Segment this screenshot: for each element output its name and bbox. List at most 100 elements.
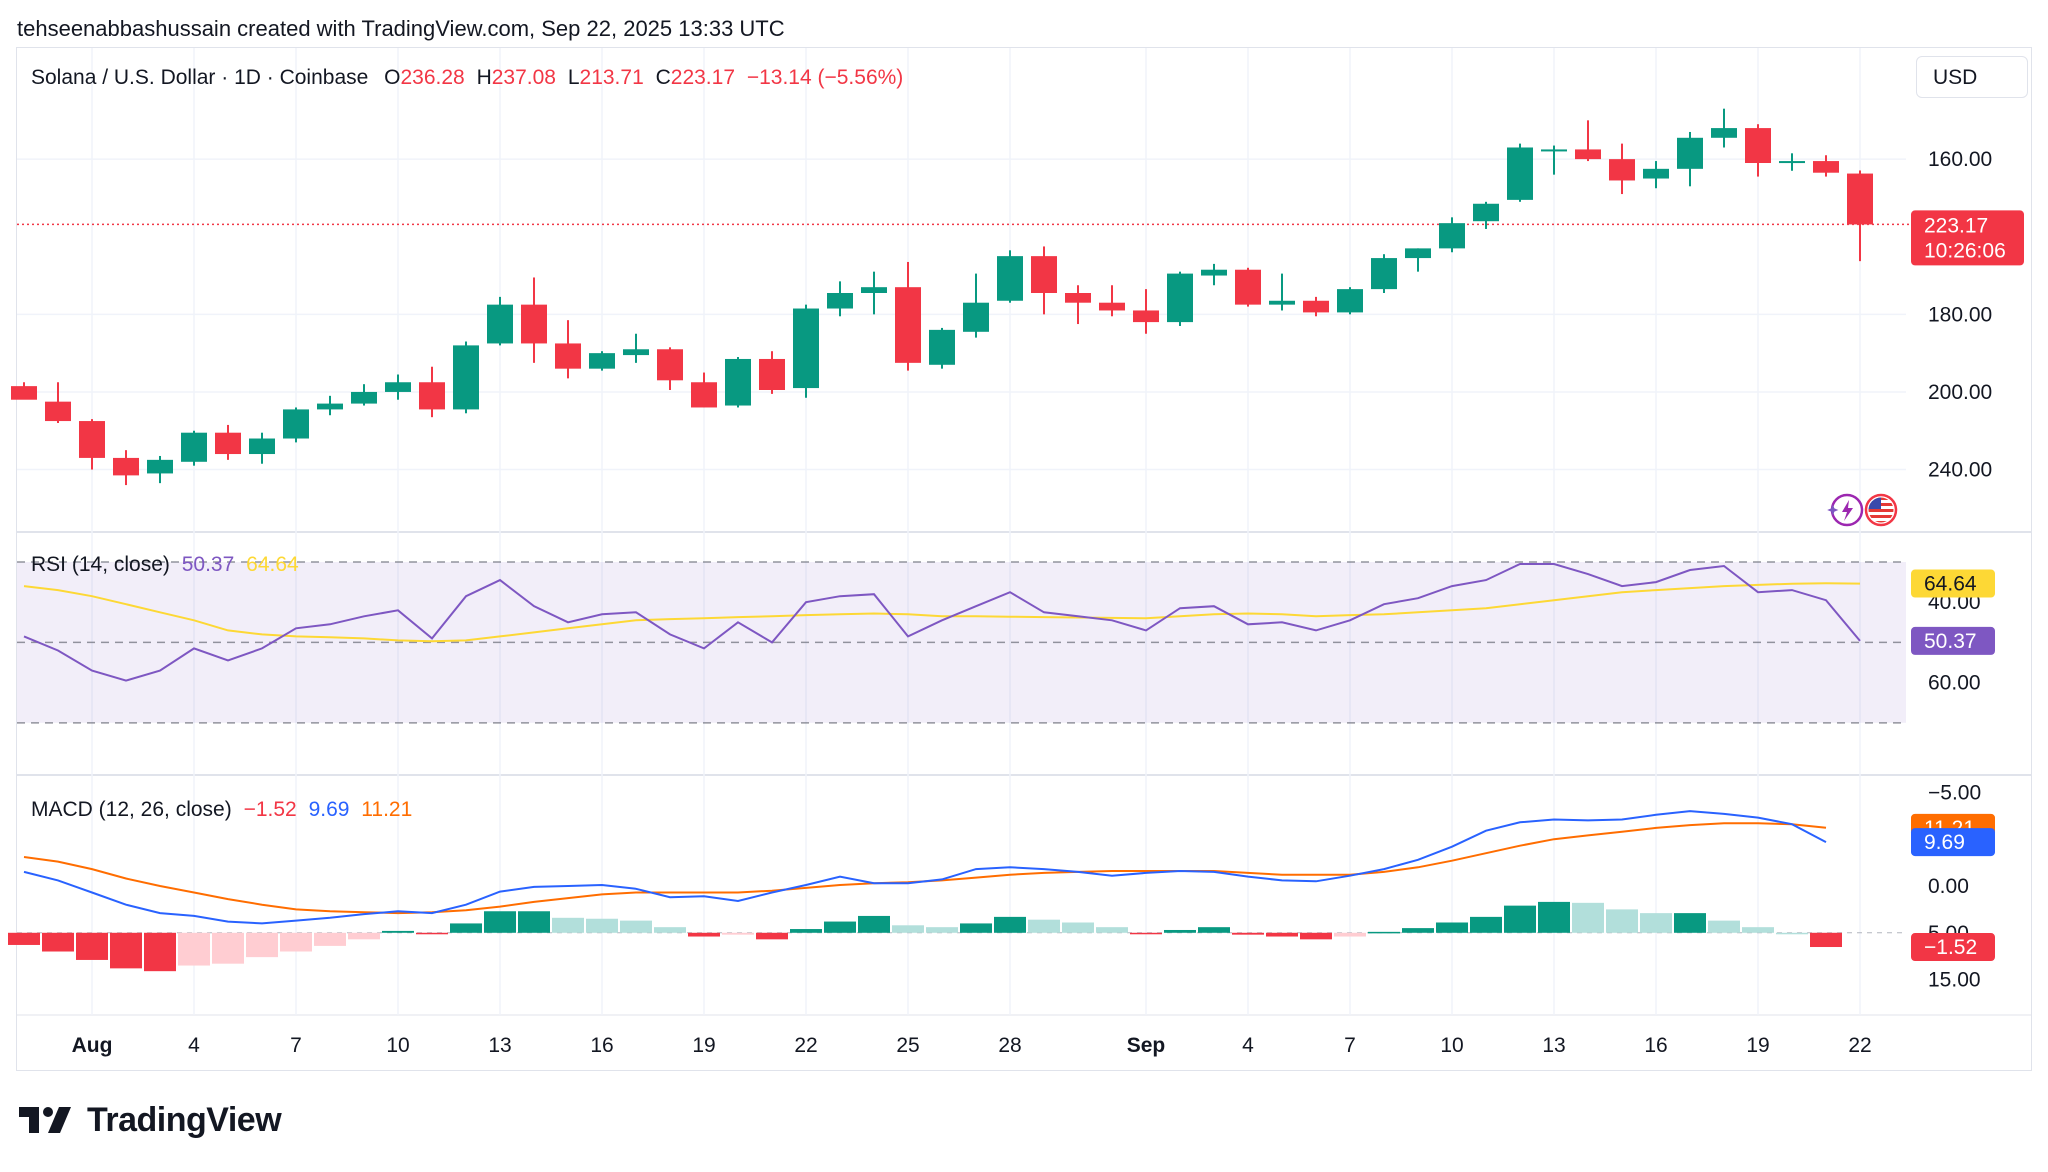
macd-line xyxy=(23,810,1827,925)
candle-body xyxy=(351,391,377,404)
macd-histogram-bar xyxy=(484,911,516,933)
macd-histogram-bar xyxy=(756,932,788,940)
candle-body xyxy=(657,349,683,381)
x-tick-label: 28 xyxy=(998,1034,1021,1057)
macd-signal-line xyxy=(23,822,1827,915)
tradingview-logo[interactable]: TradingView xyxy=(19,1100,282,1140)
axes: Aug 4 7 10 13 16 19 22 25 28 Sep 4 7 10 13 16 19 22 240.00… xyxy=(72,148,2024,1057)
us-flag-icon[interactable] xyxy=(1864,493,1898,527)
macd-histogram-bar xyxy=(654,927,686,933)
macd-legend: MACD (12, 26, close) −1.52 9.69 11.21 xyxy=(31,798,412,822)
candle-body xyxy=(997,256,1023,301)
candle-body xyxy=(11,386,37,400)
chart-frame xyxy=(16,47,2032,1071)
x-tick-label: 7 xyxy=(290,1034,302,1057)
x-tick-label: 19 xyxy=(692,1034,715,1057)
macd-histogram-bar xyxy=(1538,901,1570,933)
macd-histogram-bar xyxy=(1028,919,1060,933)
candle-body xyxy=(861,287,887,293)
macd-histogram-bar xyxy=(1300,932,1332,940)
event-icons[interactable] xyxy=(1822,490,1904,530)
macd-histogram-bar xyxy=(1198,927,1230,933)
x-tick-label: 10 xyxy=(386,1034,409,1057)
macd-histogram-bar xyxy=(314,932,346,946)
candle-body xyxy=(1201,269,1227,276)
macd-histogram-bar xyxy=(1674,913,1706,933)
candle-body xyxy=(1235,269,1261,305)
macd-histogram-bar xyxy=(8,932,40,945)
price-axis-tick: 180.00 xyxy=(1928,303,1992,326)
price-pane xyxy=(11,108,1910,486)
lightning-icon[interactable] xyxy=(1827,493,1864,527)
candle-body xyxy=(521,304,547,344)
high-label: H xyxy=(476,66,492,89)
macd-hist-tag xyxy=(1911,933,1995,962)
x-tick-label: 10 xyxy=(1440,1034,1463,1057)
candle-body xyxy=(215,432,241,455)
rsi-tag-label: 50.37 xyxy=(1924,630,1977,653)
candle-body xyxy=(317,403,343,410)
x-tick-label: Aug xyxy=(72,1034,113,1057)
x-tick-label: 22 xyxy=(1848,1034,1871,1057)
rsi-ma-tag xyxy=(1911,569,1995,598)
candle-body xyxy=(1779,161,1805,164)
logo-text: TradingView xyxy=(87,1100,282,1139)
candle-body xyxy=(249,438,275,455)
price-axis-tick: 240.00 xyxy=(1928,459,1992,482)
candle-body xyxy=(793,308,819,389)
macd-histogram-bar xyxy=(1232,932,1264,935)
close-value: 223.17 xyxy=(670,66,735,89)
candle-body xyxy=(555,343,581,369)
macd-histogram-bar xyxy=(926,927,958,933)
macd-histogram-bar xyxy=(892,925,924,933)
candle-body xyxy=(1031,256,1057,293)
macd-histogram-bar xyxy=(552,917,584,933)
candle-body xyxy=(419,382,445,410)
macd-hist-value: −1.52 xyxy=(243,798,297,821)
macd-histogram-bar xyxy=(1402,928,1434,933)
macd-histogram-bar xyxy=(1606,909,1638,933)
macd-tag-label: 9.69 xyxy=(1924,831,1965,854)
macd-histogram-bar xyxy=(76,932,108,960)
x-tick-label: 19 xyxy=(1746,1034,1769,1057)
macd-histogram-bar xyxy=(1708,920,1740,933)
macd-histogram-bar xyxy=(1504,905,1536,933)
open-label: O xyxy=(384,66,401,89)
candle-body xyxy=(113,457,139,476)
currency-button[interactable]: USD xyxy=(1916,56,2028,98)
candle-body xyxy=(1337,289,1363,313)
candle-body xyxy=(147,459,173,474)
candle-body xyxy=(385,382,411,392)
macd-histogram-bar xyxy=(722,932,754,935)
x-tick-label: 13 xyxy=(1542,1034,1565,1057)
x-tick-label: 4 xyxy=(188,1034,200,1057)
macd-histogram-bar xyxy=(1640,913,1672,933)
chart-canvas[interactable]: Aug 4 7 10 13 16 19 22 25 28 Sep 4 7 10 13 16 19 22 240.00… xyxy=(0,0,2048,1080)
macd-histogram-bar xyxy=(1470,916,1502,933)
macd-histogram-bar xyxy=(280,932,312,952)
x-tick-label: 16 xyxy=(1644,1034,1667,1057)
candle-body xyxy=(1507,147,1533,200)
high-value: 237.08 xyxy=(491,66,556,89)
macd-histogram-bar xyxy=(416,932,448,935)
x-tick-label: 7 xyxy=(1344,1034,1356,1057)
macd-title[interactable]: MACD (12, 26, close) xyxy=(31,798,232,821)
macd-pane xyxy=(8,810,1906,972)
macd-histogram-bar xyxy=(994,916,1026,933)
rsi-title[interactable]: RSI (14, close) xyxy=(31,553,170,576)
macd-histogram-bar xyxy=(518,911,550,933)
candle-body xyxy=(589,353,615,369)
rsi-ma-value: 64.64 xyxy=(246,553,299,576)
rsi-line xyxy=(23,563,1861,682)
rsi-legend: RSI (14, close) 50.37 64.64 xyxy=(31,553,299,577)
macd-tag xyxy=(1911,828,1995,857)
candle-body xyxy=(1405,248,1431,259)
macd-histogram-bar xyxy=(586,918,618,933)
candle-body xyxy=(1371,258,1397,290)
candle-body xyxy=(453,345,479,410)
candle-body xyxy=(1473,203,1499,222)
x-tick-label: 25 xyxy=(896,1034,919,1057)
macd-histogram-bar xyxy=(620,920,652,933)
symbol-title[interactable]: Solana / U.S. Dollar · 1D · Coinbase xyxy=(31,66,369,89)
candle-body xyxy=(1745,128,1771,164)
